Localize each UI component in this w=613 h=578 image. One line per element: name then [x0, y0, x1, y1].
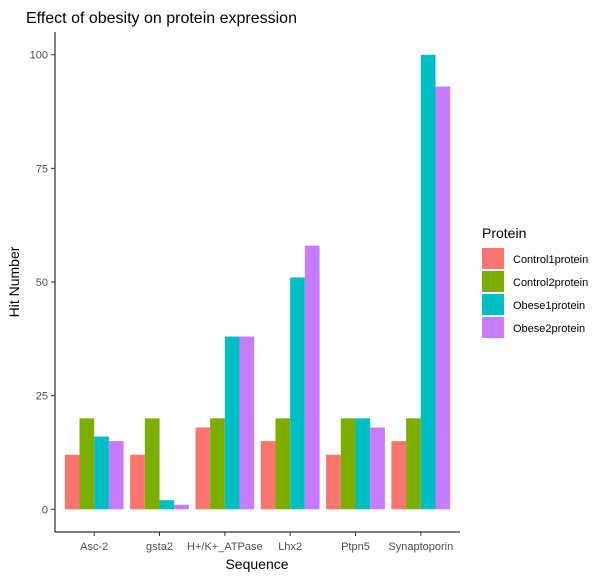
bar — [340, 418, 356, 510]
y-tick-label: 0 — [42, 504, 48, 516]
bar — [435, 86, 451, 510]
y-tick-label: 25 — [36, 391, 48, 403]
bar — [304, 245, 320, 510]
x-tick-label: Asc-2 — [80, 541, 108, 553]
y-tick-label: 75 — [36, 163, 48, 175]
bar — [224, 336, 240, 510]
legend-label: Control2protein — [513, 277, 588, 289]
x-axis-title: Sequence — [225, 556, 288, 572]
x-tick-label: gsta2 — [146, 541, 173, 553]
bar — [260, 441, 276, 510]
y-axis-title: Hit Number — [6, 246, 22, 317]
legend-items: Control1protein Control2protein Obese1prot… — [482, 248, 588, 338]
bar — [130, 454, 145, 510]
legend-swatch — [482, 317, 504, 338]
bar — [290, 277, 305, 510]
bar — [391, 441, 407, 510]
bar — [210, 418, 225, 510]
bar — [420, 54, 436, 510]
bar — [370, 427, 385, 510]
x-tick-label: Lhx2 — [278, 541, 302, 553]
bar — [174, 504, 189, 510]
bar — [79, 418, 95, 510]
legend-label: Obese2protein — [513, 323, 585, 335]
legend-swatch — [482, 294, 504, 315]
bar — [108, 441, 124, 510]
bar — [159, 500, 175, 510]
x-tick-label: H+/K+_ATPase — [187, 541, 263, 553]
legend-title: Protein — [482, 225, 526, 241]
legend-label: Obese1protein — [513, 300, 585, 312]
legend-swatch — [482, 248, 504, 269]
bar — [64, 454, 80, 510]
legend: Protein Control1protein Control2protein Ob… — [482, 225, 588, 338]
y-tick-label: 50 — [36, 277, 48, 289]
bars — [64, 54, 451, 510]
bar — [144, 418, 160, 510]
chart-title: Effect of obesity on protein expression — [26, 10, 297, 27]
x-tick-label: Synaptoporin — [388, 541, 453, 553]
x-tick-label: Ptpn5 — [341, 541, 370, 553]
y-tick-label: 100 — [30, 50, 48, 62]
bar — [406, 418, 421, 510]
bar — [326, 454, 341, 510]
legend-label: Control1protein — [513, 254, 588, 266]
bar — [275, 418, 291, 510]
bar — [355, 418, 371, 510]
legend-swatch — [482, 271, 504, 292]
bar — [195, 427, 211, 510]
x-ticks: Asc-2 gsta2 H+/K+_ATPase Lhx2 Ptpn5 Synaptopo… — [80, 532, 453, 553]
bar — [239, 336, 255, 510]
y-ticks: 0 25 50 75 100 — [30, 50, 55, 516]
bar — [94, 436, 109, 510]
